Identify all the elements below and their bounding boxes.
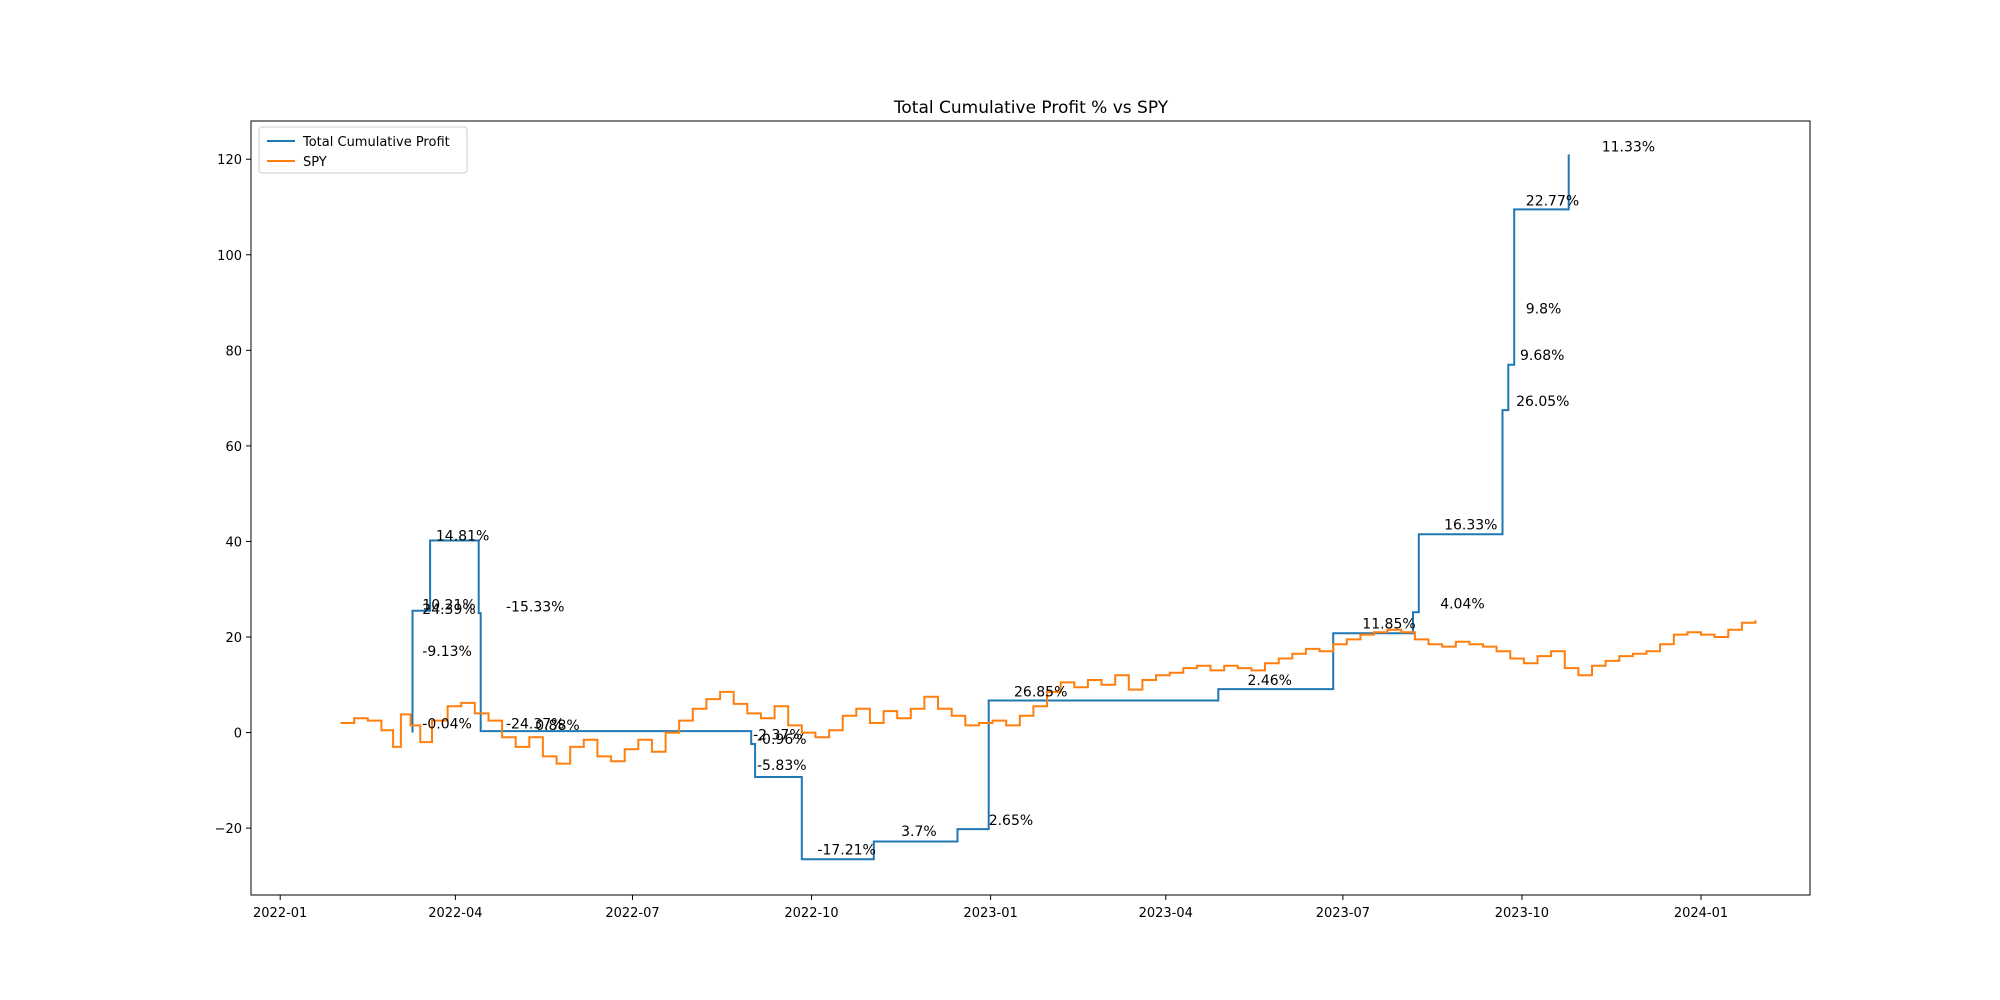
y-tick-label: 20 <box>225 631 242 646</box>
data-label: 16.33% <box>1444 518 1497 534</box>
chart-title: Total Cumulative Profit % vs SPY <box>893 98 1169 118</box>
y-tick-label: −20 <box>215 822 242 837</box>
x-tick-label: 2023-07 <box>1316 906 1370 921</box>
plot-layer: 14.81% 10.21%24.39% -15.33% -9.13% -0.04% -24… <box>215 120 1811 921</box>
data-label: 10.21% <box>422 597 475 613</box>
legend-box <box>258 126 468 174</box>
data-label: 0.88% <box>535 718 579 734</box>
y-tick-label: 120 <box>217 153 242 168</box>
series-line-spy <box>340 620 1757 765</box>
legend: Total Cumulative Profit SPY <box>258 126 468 174</box>
y-tick-label: 0 <box>234 727 242 742</box>
data-label: 9.8% <box>1526 302 1562 318</box>
x-tick-label: 2022-10 <box>784 906 838 921</box>
data-label: 3.7% <box>901 824 937 840</box>
legend-label: SPY <box>303 155 327 170</box>
data-label: 2.65% <box>989 813 1033 829</box>
data-label: 26.05% <box>1516 394 1569 410</box>
data-label: 14.81% <box>436 529 489 545</box>
x-tick-label: 2022-04 <box>428 906 482 921</box>
x-tick-label: 2024-01 <box>1674 906 1728 921</box>
data-label: 22.77% <box>1526 194 1579 210</box>
data-label: -0.96% <box>757 732 807 748</box>
x-tick-label: 2023-04 <box>1139 906 1193 921</box>
data-label: -2.37% <box>753 728 803 744</box>
x-tick-label: 2022-07 <box>605 906 659 921</box>
x-tick-label: 2023-10 <box>1495 906 1549 921</box>
data-label: -0.04% <box>422 717 472 733</box>
y-tick-label: 40 <box>225 535 242 550</box>
data-label: 4.04% <box>1440 596 1484 612</box>
y-tick-label: 80 <box>225 344 242 359</box>
data-label: -24.37% <box>506 717 564 733</box>
series-line-total-cumulative-profit <box>411 154 1570 861</box>
data-label: 11.85% <box>1362 616 1415 632</box>
data-label: 9.68% <box>1520 348 1564 364</box>
legend-label: Total Cumulative Profit <box>302 135 450 150</box>
x-tick-label: 2022-01 <box>253 906 307 921</box>
data-label: -17.21% <box>817 842 875 858</box>
data-label: -15.33% <box>506 600 564 616</box>
data-label: -5.83% <box>757 758 807 774</box>
data-label: 26.85% <box>1014 685 1067 701</box>
data-label: 2.46% <box>1248 673 1292 689</box>
plot-frame <box>250 120 1811 896</box>
y-tick-label: 60 <box>225 440 242 455</box>
data-label: 24.39% <box>422 602 475 618</box>
y-tick-label: 100 <box>217 249 242 264</box>
x-tick-label: 2023-01 <box>963 906 1017 921</box>
data-label: 11.33% <box>1602 140 1655 156</box>
data-label: -9.13% <box>422 644 472 660</box>
